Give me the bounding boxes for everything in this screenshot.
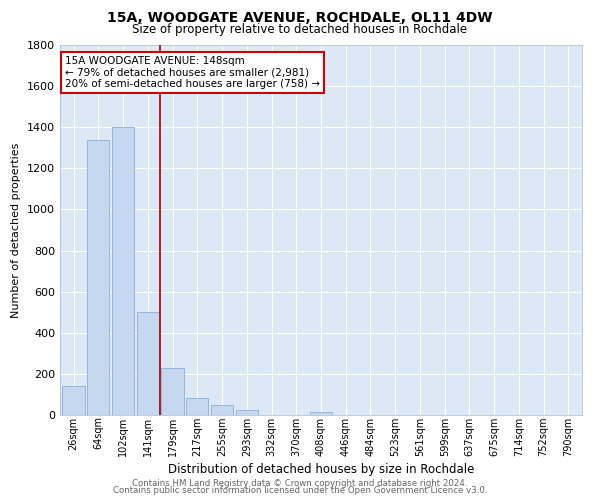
Bar (236, 410, 258, 415)
Bar (87, 140, 109, 415)
Bar (137, 312, 159, 415)
Text: Contains HM Land Registry data © Crown copyright and database right 2024.: Contains HM Land Registry data © Crown c… (132, 478, 468, 488)
Text: 15A WOODGATE AVENUE: 148sqm
← 79% of detached houses are smaller (2,981)
20% of : 15A WOODGATE AVENUE: 148sqm ← 79% of det… (65, 56, 320, 90)
Y-axis label: Number of detached properties: Number of detached properties (11, 142, 22, 318)
Text: Contains public sector information licensed under the Open Government Licence v3: Contains public sector information licen… (113, 486, 487, 495)
Text: Size of property relative to detached houses in Rochdale: Size of property relative to detached ho… (133, 22, 467, 36)
Bar (161, 368, 184, 415)
Bar (186, 398, 208, 415)
Bar (310, 412, 332, 415)
Text: 15A, WOODGATE AVENUE, ROCHDALE, OL11 4DW: 15A, WOODGATE AVENUE, ROCHDALE, OL11 4DW (107, 11, 493, 25)
Bar (112, 127, 134, 415)
Bar (211, 404, 233, 415)
X-axis label: Distribution of detached houses by size in Rochdale: Distribution of detached houses by size … (168, 463, 474, 476)
Bar (62, 386, 85, 415)
